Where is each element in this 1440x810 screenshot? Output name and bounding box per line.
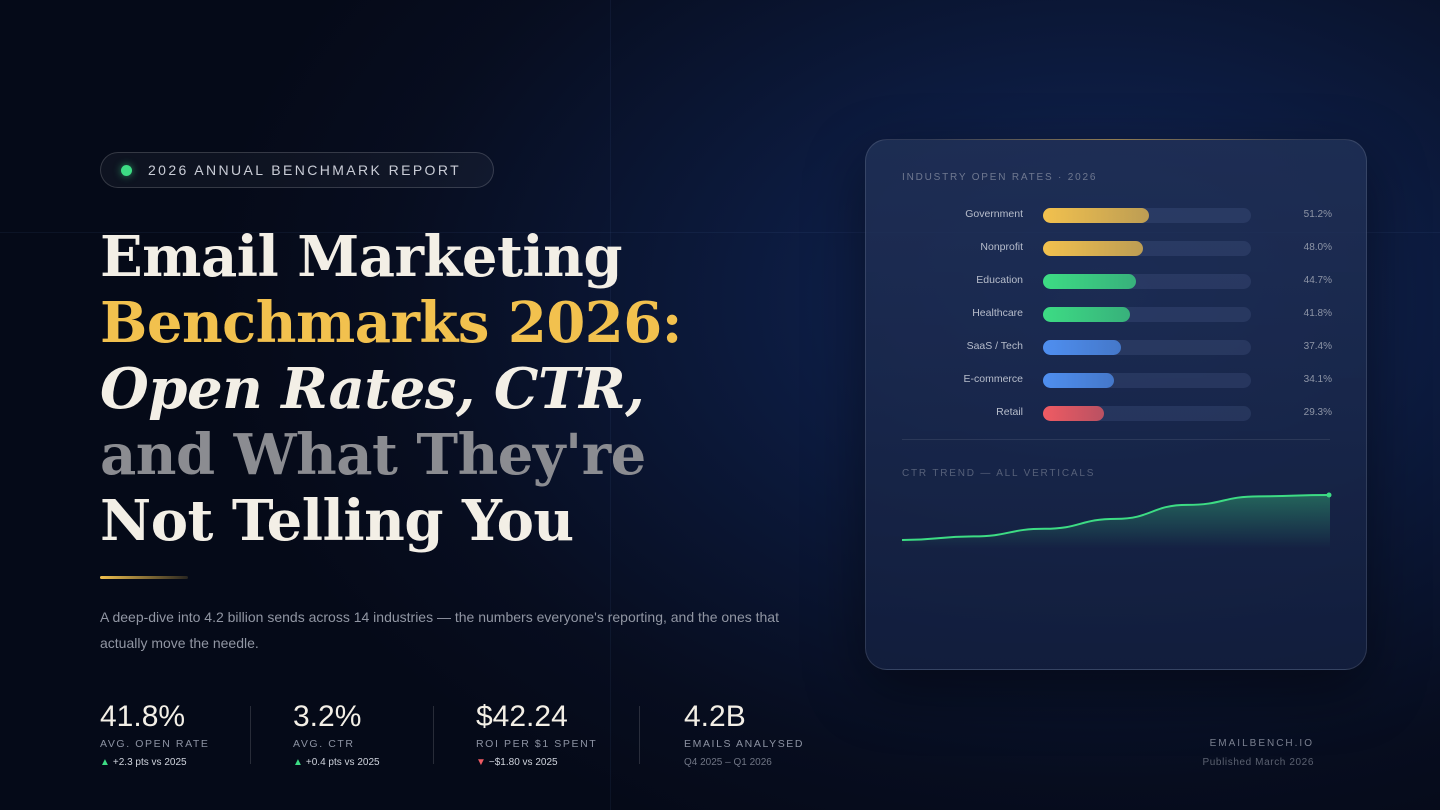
bar-label: Retail (996, 406, 1023, 418)
stat-divider (250, 706, 251, 764)
arrow-up-icon: ▲ (293, 757, 303, 768)
arrow-up-icon: ▲ (100, 757, 110, 768)
bar (1043, 274, 1136, 289)
stat-divider (433, 706, 434, 764)
published-date: Published March 2026 (1202, 757, 1314, 768)
bar (1043, 208, 1150, 223)
trend-chart (902, 492, 1332, 548)
bar-label: Nonprofit (980, 241, 1023, 253)
trend-area (902, 495, 1330, 548)
bar (1043, 241, 1143, 256)
bar (1043, 307, 1130, 322)
background-grid-line (610, 0, 611, 810)
headline-line-4: and What They're (100, 422, 646, 488)
bar (1043, 373, 1114, 388)
bar-label: Education (976, 274, 1023, 286)
bar (1043, 406, 1104, 421)
status-dot-icon (121, 164, 132, 176)
stat-change-text: +0.4 pts vs 2025 (305, 757, 380, 768)
headline-line-5: Not Telling You (100, 488, 574, 554)
bar-label: E-commerce (963, 373, 1023, 385)
stat-value: 41.8% (100, 700, 186, 733)
headline-line-2: Benchmarks 2026: (100, 290, 682, 356)
brand-name: EMAILBENCH.IO (1209, 738, 1314, 749)
stat-change: ▲ +2.3 pts vs 2025 (100, 757, 250, 768)
headline-italic-phrase: Open Rates (100, 356, 456, 422)
stats-row: 41.8% AVG. OPEN RATE ▲ +2.3 pts vs 2025 3… (100, 700, 824, 780)
stat-value: $42.24 (476, 700, 568, 733)
badge-label: 2026 ANNUAL BENCHMARK REPORT (148, 162, 462, 178)
stat-value: 3.2% (293, 700, 362, 733)
bar-track (1043, 406, 1251, 421)
bar-row: E-commerce 34.1% (866, 372, 1368, 390)
bar-track (1043, 307, 1251, 322)
bar-label: Healthcare (972, 307, 1023, 319)
stat-open-rate: 41.8% AVG. OPEN RATE ▲ +2.3 pts vs 2025 (100, 700, 250, 780)
trend-chart-title: CTR TREND — ALL VERTICALS (902, 468, 1096, 479)
panel-divider (902, 439, 1330, 440)
bar-row: Retail 29.3% (866, 405, 1368, 423)
stat-roi: $42.24 ROI PER $1 SPENT ▼ −$1.80 vs 2025 (476, 700, 639, 780)
bar-value-label: 41.8% (1303, 308, 1332, 319)
stat-value: 4.2B (684, 700, 746, 733)
stat-label: AVG. OPEN RATE (100, 738, 210, 750)
bar-row: Government 51.2% (866, 207, 1368, 225)
bar-value-label: 48.0% (1303, 242, 1332, 253)
bar-row: Healthcare 41.8% (866, 306, 1368, 324)
stat-change-text: −$1.80 vs 2025 (488, 757, 558, 768)
bar-value-label: 51.2% (1303, 209, 1332, 220)
bar-track (1043, 241, 1251, 256)
stat-label: AVG. CTR (293, 738, 355, 750)
stat-ctr: 3.2% AVG. CTR ▲ +0.4 pts vs 2025 (293, 700, 433, 780)
stat-label: ROI PER $1 SPENT (476, 738, 598, 750)
subtitle: A deep-dive into 4.2 billion sends acros… (100, 609, 779, 651)
headline-line-1: Email Marketing (100, 224, 622, 290)
bar-track (1043, 373, 1251, 388)
bar-row: Education 44.7% (866, 273, 1368, 291)
bar-row: Nonprofit 48.0% (866, 240, 1368, 258)
bar (1043, 340, 1121, 355)
background-grid-line (0, 232, 1440, 233)
report-badge: 2026 ANNUAL BENCHMARK REPORT (100, 152, 494, 188)
accent-rule (100, 576, 188, 579)
bar-track (1043, 274, 1251, 289)
stat-label: EMAILS ANALYSED (684, 738, 805, 750)
trend-line (902, 494, 1331, 541)
bar-label: SaaS / Tech (966, 340, 1023, 352)
bar-value-label: 29.3% (1303, 407, 1332, 418)
bar-chart-title: INDUSTRY OPEN RATES · 2026 (902, 172, 1098, 183)
stat-change: ▼ −$1.80 vs 2025 (476, 757, 639, 768)
stat-divider (639, 706, 640, 764)
stat-change: ▲ +0.4 pts vs 2025 (293, 757, 433, 768)
bar-track (1043, 208, 1251, 223)
bar-value-label: 37.4% (1303, 341, 1332, 352)
bar-row: SaaS / Tech 37.4% (866, 339, 1368, 357)
bar-value-label: 34.1% (1303, 374, 1332, 385)
headline: Email Marketing Benchmarks 2026: Open Ra… (100, 224, 820, 554)
trend-end-point (1326, 492, 1332, 498)
stat-emails: 4.2B EMAILS ANALYSED Q4 2025 – Q1 2026 (684, 700, 824, 780)
stat-period: Q4 2025 – Q1 2026 (684, 757, 772, 768)
headline-line-3: Open Rates, CTR, (100, 356, 820, 422)
headline-line-3-rest: , CTR, (455, 356, 645, 422)
arrow-down-icon: ▼ (476, 757, 486, 768)
bar-value-label: 44.7% (1303, 275, 1332, 286)
stat-change-text: +2.3 pts vs 2025 (112, 757, 187, 768)
bar-track (1043, 340, 1251, 355)
benchmark-panel: INDUSTRY OPEN RATES · 2026 Government 51.… (865, 139, 1367, 670)
bar-label: Government (965, 208, 1023, 220)
